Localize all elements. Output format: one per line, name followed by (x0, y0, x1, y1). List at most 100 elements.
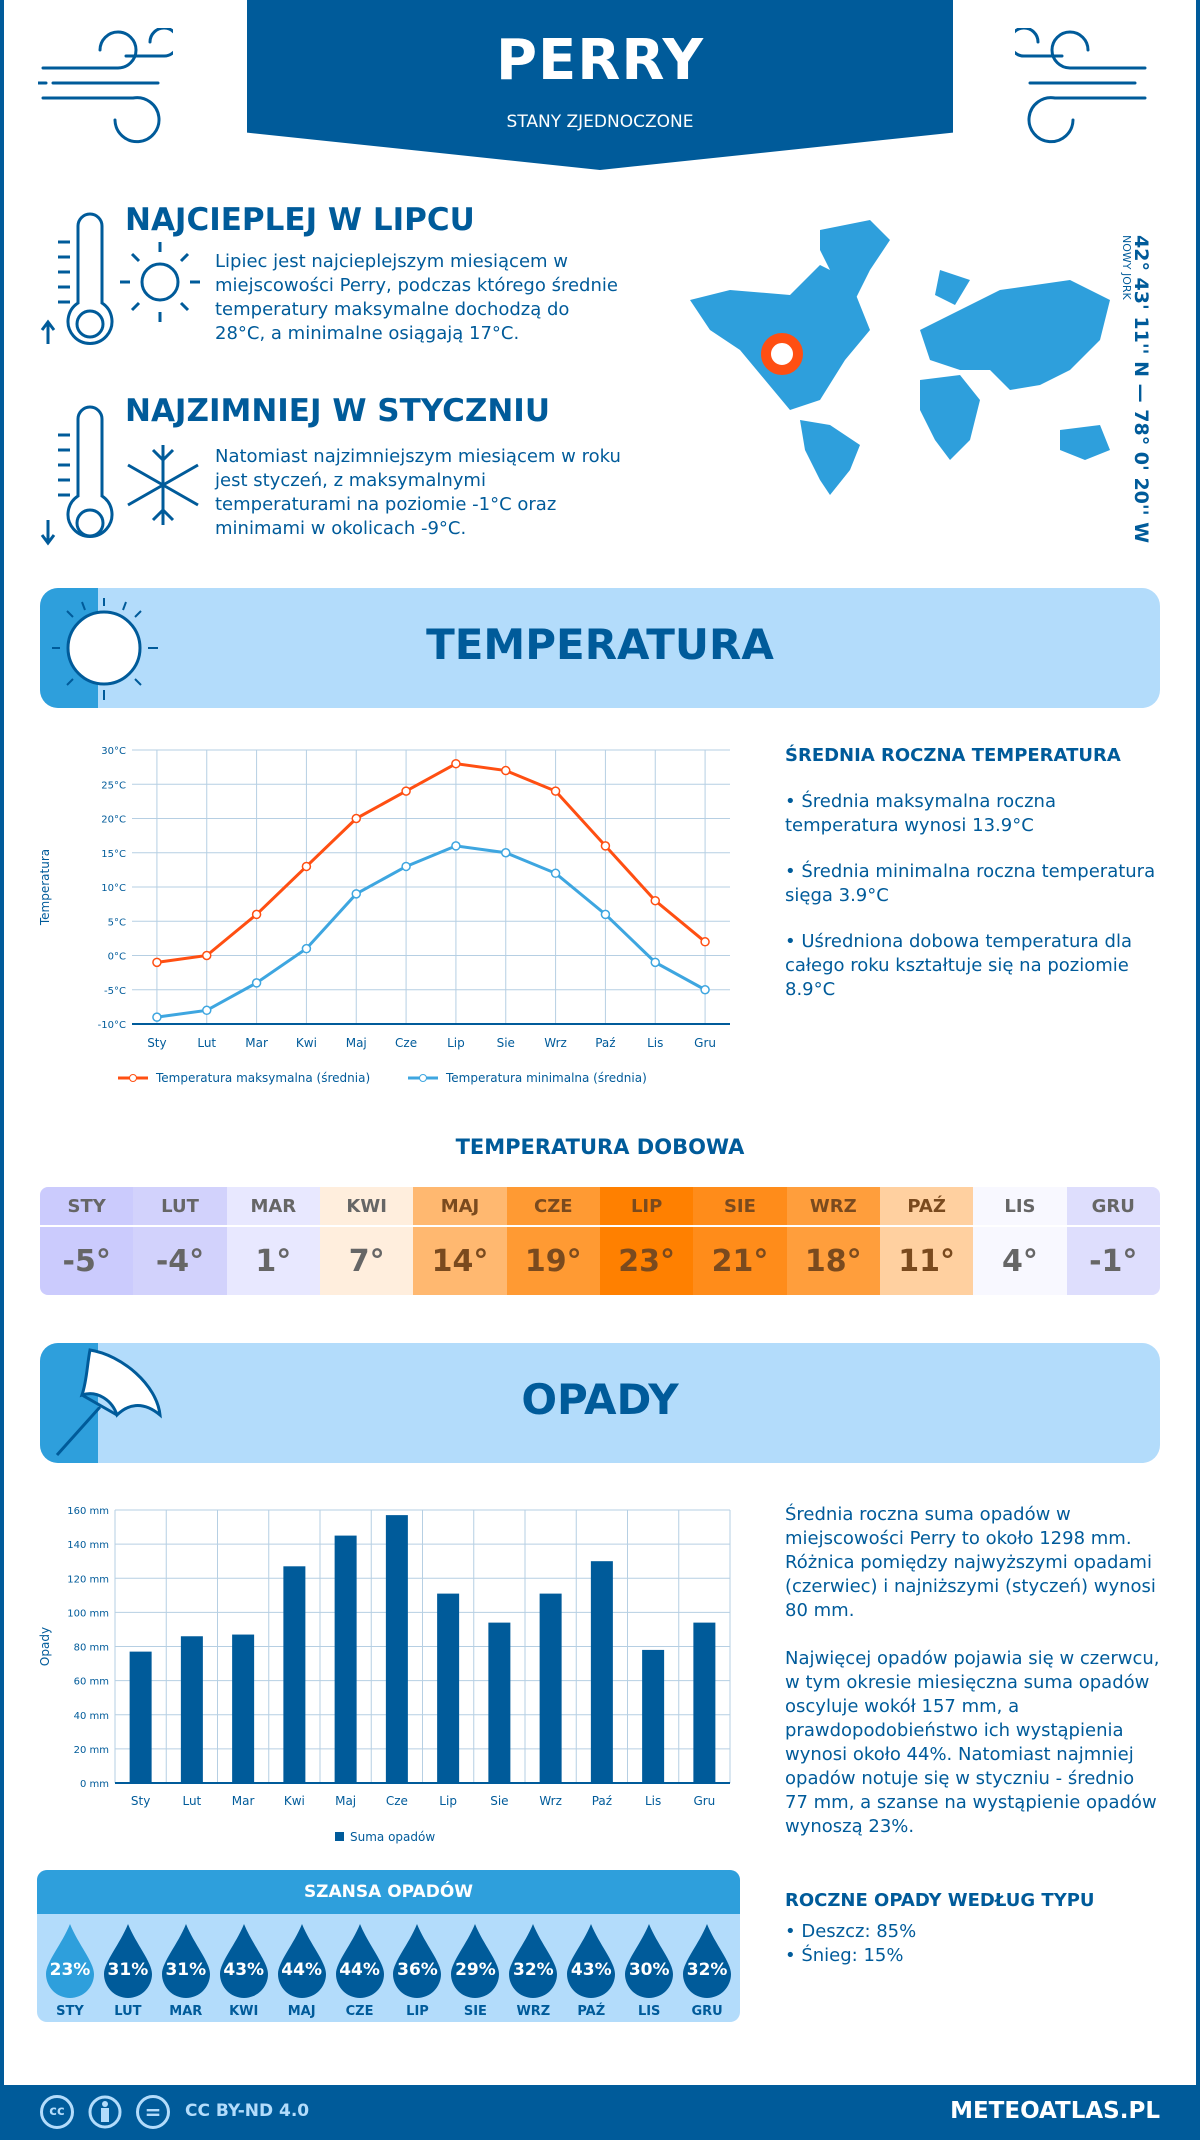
temperature-title: TEMPERATURA (426, 620, 774, 669)
data-point (301, 943, 312, 954)
precip-chance-item: 23% STY (41, 1922, 99, 2019)
x-tick-label: Maj (335, 1794, 356, 1808)
legend-marker (419, 1074, 427, 1082)
precip-text-1: Średnia roczna suma opadów w miejscowośc… (785, 1504, 1156, 1621)
x-tick-label: Sty (147, 1036, 166, 1050)
precip-chance-item: 36% LIP (389, 1922, 447, 2019)
temperature-banner (40, 588, 1160, 708)
data-point (451, 841, 461, 851)
y-axis-label: Opady (38, 1627, 52, 1666)
sun-icon (52, 598, 158, 700)
chance-value: 44% (281, 1960, 322, 1980)
daily-month: MAR (226, 1187, 320, 1227)
x-tick-label: Wrz (544, 1036, 567, 1050)
x-tick-label: Mar (232, 1794, 255, 1808)
temp-summary-item: • Średnia maksymalna roczna temperatura … (785, 791, 1056, 836)
precip-chance-item: 44% MAJ (273, 1922, 331, 2019)
site-link[interactable]: METEOATLAS.PL (950, 2098, 1160, 2124)
bar (488, 1622, 511, 1783)
chance-value: 31% (165, 1960, 207, 1980)
chance-value: 30% (628, 1960, 670, 1980)
y-tick-label: -5°C (104, 986, 126, 997)
attribution-icon[interactable] (88, 2095, 122, 2129)
daily-temp-title: TEMPERATURA DOBOWA (455, 1135, 745, 1159)
x-tick-label: Gru (693, 1794, 715, 1808)
bar (283, 1566, 306, 1783)
y-tick-label: 160 mm (67, 1506, 109, 1517)
daily-temp-cell: MAR 1° (226, 1187, 320, 1295)
bar (642, 1649, 665, 1783)
daily-month: SIE (693, 1187, 787, 1227)
coordinates: 42° 43' 11'' N — 78° 0' 20'' W (1130, 235, 1152, 544)
raindrop-icon (45, 1924, 94, 1998)
chance-month: LUT (114, 2004, 142, 2019)
data-point (451, 758, 461, 769)
frame-right (1196, 0, 1200, 2140)
raindrop-icon (567, 1924, 616, 1998)
precip-type-rain: • Deszcz: 85% (785, 1921, 917, 1942)
location-label: NOWY JORK 42° 43' 11'' N — 78° 0' 20'' W (1120, 235, 1152, 543)
bar (590, 1561, 613, 1783)
chance-value: 43% (570, 1960, 612, 1980)
precip-chance-item: 29% SIE (446, 1922, 504, 2019)
x-tick-label: Sie (497, 1036, 515, 1050)
precip-chance-item: 32% WRZ (504, 1922, 562, 2019)
cc-icon[interactable]: cc (40, 2095, 74, 2129)
thermometer-cold-icon (40, 405, 199, 546)
daily-temp-cell: SIE 21° (693, 1187, 787, 1295)
chance-value: 36% (397, 1960, 438, 1980)
precip-chance-panel: SZANSA OPADÓW 23% STY 31% LUT 31% MAR 43% KWI 44… (37, 1870, 740, 2022)
chance-value: 23% (49, 1960, 91, 1980)
chance-month: LIS (637, 2004, 661, 2019)
y-tick-label: 80 mm (74, 1643, 109, 1654)
daily-temp-cell: MAJ 14° (413, 1187, 507, 1295)
data-point (550, 786, 561, 796)
daily-value: 14° (431, 1243, 489, 1279)
temp-summary-list: • Średnia maksymalna roczna temperatura … (785, 790, 1165, 1002)
x-tick-label: Paź (592, 1794, 612, 1808)
chance-value: 29% (455, 1960, 496, 1980)
precip-chance-item: 43% PAŹ (562, 1922, 620, 2019)
precipitation-chart: 0 mm 20 mm 40 mm 60 mm 80 mm 100 mm 120 mm 140 … (38, 1506, 731, 1844)
bar (334, 1535, 357, 1783)
y-tick-label: 0°C (108, 952, 126, 963)
bar (539, 1593, 562, 1783)
x-tick-label: Lut (197, 1036, 216, 1050)
hot-title: NAJCIEPLEJ W LIPCU (125, 202, 475, 238)
raindrop-icon (335, 1924, 384, 1998)
chance-month: SIE (463, 2004, 487, 2019)
no-derivatives-icon[interactable]: = (136, 2095, 170, 2129)
bar (385, 1515, 408, 1783)
data-point (550, 868, 561, 879)
y-tick-label: 30°C (101, 746, 126, 757)
wind-icon-left (38, 28, 173, 144)
legend-label: Temperatura minimalna (średnia) (445, 1071, 647, 1085)
x-tick-label: Lut (182, 1794, 201, 1808)
raindrop-icon (393, 1924, 442, 1998)
y-tick-label: 5°C (108, 917, 126, 928)
data-point (650, 957, 660, 968)
y-tick-label: 10°C (101, 883, 126, 894)
precip-type-snow: • Śnieg: 15% (785, 1945, 904, 1966)
daily-value: 1° (255, 1243, 292, 1279)
raindrop-icon (683, 1924, 732, 1998)
data-point (700, 937, 710, 947)
daily-value: 4° (1002, 1243, 1038, 1279)
daily-temp-cell: GRU -1° (1066, 1187, 1160, 1295)
daily-temp-cell: KWI 7° (319, 1187, 414, 1295)
data-point (501, 765, 511, 776)
daily-month: STY (40, 1187, 134, 1227)
wind-icon-right (1015, 28, 1147, 144)
x-tick-label: Sie (490, 1794, 508, 1808)
x-tick-label: Lip (439, 1794, 457, 1808)
chance-value: 44% (339, 1960, 380, 1980)
raindrop-icon (277, 1924, 326, 1998)
thermometer-hot-icon (40, 212, 200, 345)
license-text[interactable]: CC BY-ND 4.0 (185, 2101, 310, 2121)
bar (232, 1634, 255, 1783)
data-point (401, 786, 411, 796)
bar (693, 1622, 716, 1783)
cold-text: Natomiast najzimniejszym miesiącem w rok… (215, 446, 621, 539)
daily-temp-cell: LIP 23° (599, 1187, 694, 1295)
chance-value: 32% (512, 1960, 554, 1980)
